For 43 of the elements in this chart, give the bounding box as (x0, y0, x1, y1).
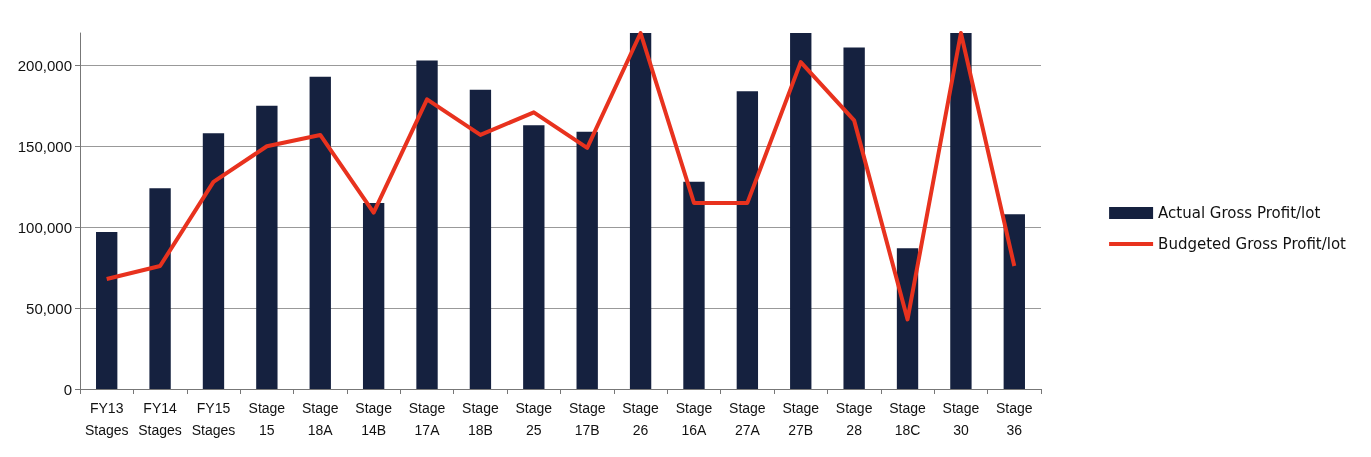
legend-label: Budgeted Gross Profit/lot (1158, 235, 1347, 253)
x-tick-label: Stage 36 (996, 400, 1033, 438)
x-tick-label: Stage 18B (462, 400, 499, 438)
bar (950, 33, 972, 389)
bar (843, 47, 865, 389)
x-tick-label: Stage 27B (782, 400, 820, 438)
bar (523, 125, 545, 389)
x-tick-label: Stage 27A (729, 400, 766, 438)
x-tick-label: Stage 14B (355, 400, 393, 438)
y-tick-label: 200,000 (17, 56, 72, 74)
bar (416, 60, 438, 389)
bar (96, 232, 118, 389)
bar (469, 89, 492, 389)
line-series (104, 31, 1017, 322)
x-tick-label: Stage 28 (835, 400, 873, 438)
bar (736, 91, 759, 389)
x-tick-label: Stage 16A (675, 400, 713, 438)
x-tick-label: FY15 Stages (191, 400, 236, 438)
legend-label: Actual Gross Profit/lot (1158, 204, 1321, 222)
bar (1003, 214, 1025, 389)
x-tick-label: Stage 18A (301, 400, 339, 438)
x-tick-label: Stage 30 (942, 400, 980, 438)
bar (790, 33, 812, 389)
bar (629, 33, 652, 389)
bar (202, 133, 225, 389)
x-tick-label: Stage 25 (515, 400, 553, 438)
x-tick-label: Stage 18C (889, 400, 927, 438)
bar (362, 202, 385, 389)
x-tick-label: Stage 17B (568, 400, 606, 438)
x-tick-label: Stage 17A (408, 400, 446, 438)
bar (256, 105, 278, 389)
x-tick-label: FY13 Stages (84, 400, 129, 438)
y-tick-label: 50,000 (26, 299, 72, 317)
y-tick-label: 0 (63, 380, 72, 398)
x-tick-label: FY14 Stages (138, 400, 182, 438)
bar (576, 131, 598, 389)
y-tick-label: 100,000 (17, 218, 72, 236)
x-tick-label: Stage 26 (622, 400, 660, 438)
bar (683, 181, 705, 389)
y-tick-label: 150,000 (17, 137, 72, 155)
bar (309, 76, 331, 389)
bar (149, 188, 171, 389)
x-tick-label: Stage 15 (248, 400, 286, 438)
